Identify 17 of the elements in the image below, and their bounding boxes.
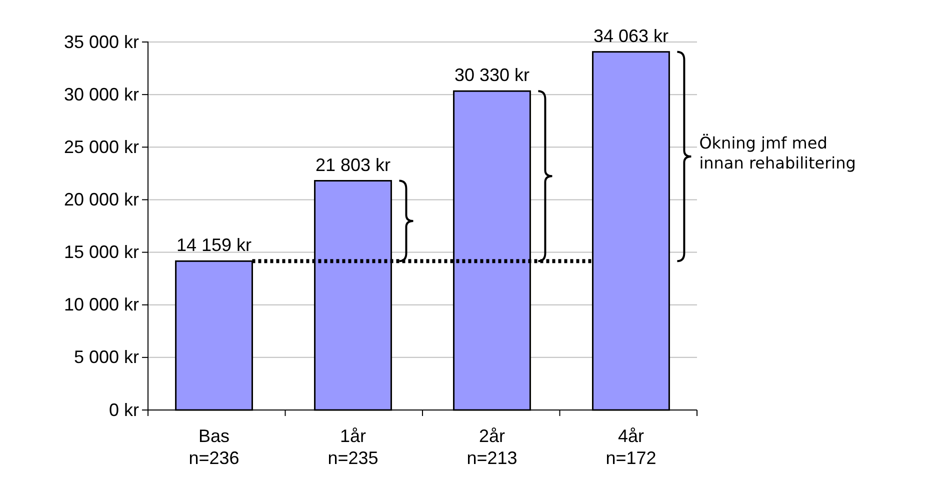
y-tick-label: 25 000 kr: [64, 136, 139, 157]
y-tick-label: 5 000 kr: [74, 347, 139, 368]
y-tick-label: 0 kr: [108, 400, 139, 420]
data-label: 34 063 kr: [593, 26, 669, 46]
x-tick-label: 1år n=235: [328, 426, 378, 468]
y-tick-label: 15 000 kr: [64, 242, 139, 262]
text: Ökning jmf med innan rehabilitering: [699, 133, 856, 172]
data-label: 14 159 kr: [176, 235, 252, 256]
x-tick-label: 2år n=213: [466, 426, 518, 468]
y-tick-label: 30 000 kr: [64, 84, 139, 104]
data-label: 21 803 kr: [315, 154, 391, 175]
data-label: 30 330 kr: [454, 65, 530, 86]
y-tick-label: 20 000 kr: [64, 189, 139, 210]
x-tick-label: Bas n=236: [188, 426, 240, 468]
x-tick-label: 4år n=172: [606, 426, 656, 468]
y-tick-label: 35 000 kr: [64, 32, 139, 52]
y-tick-label: 10 000 kr: [64, 294, 139, 315]
